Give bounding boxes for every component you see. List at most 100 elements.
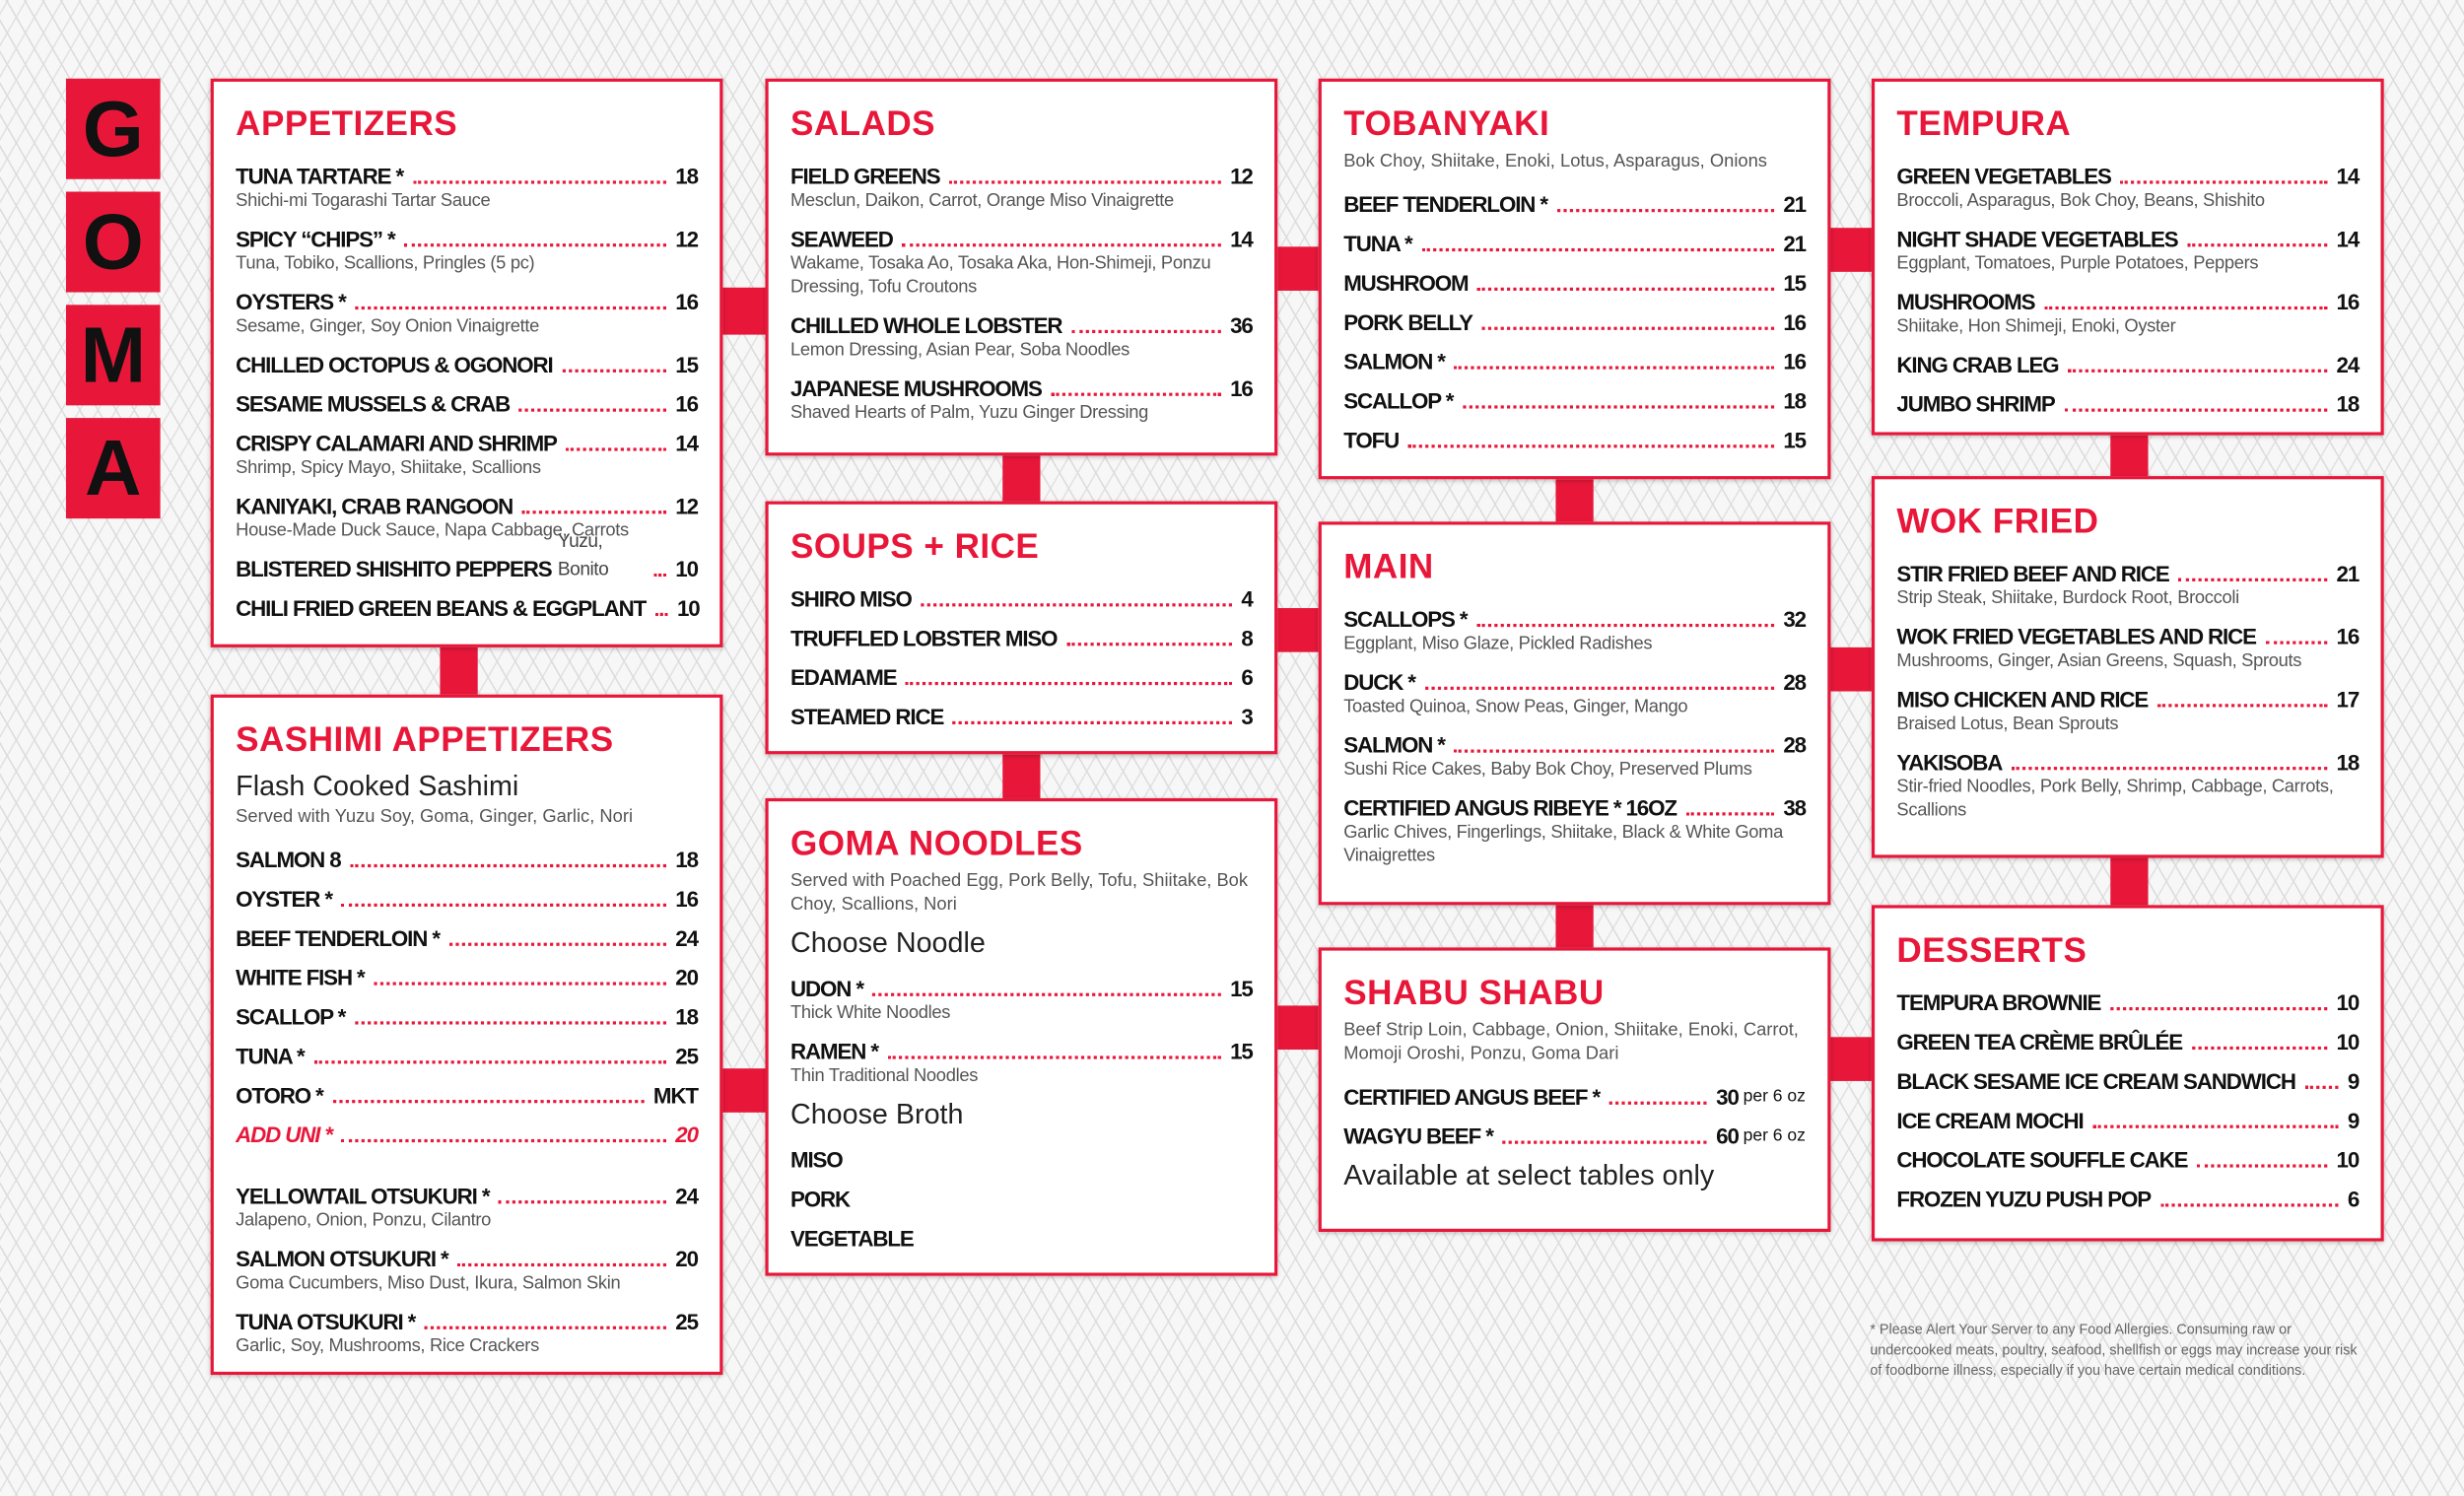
menu-section: SALADS FIELD GREENS 12 Mesclun, Daikon, Car… (765, 78, 1278, 456)
dot-leader (404, 243, 666, 247)
section-title: DESSERTS (1896, 929, 2088, 970)
menu-item: GREEN VEGETABLES 14 (1896, 151, 2360, 190)
item-name: VEGETABLE (789, 1225, 915, 1252)
item-name: FIELD GREENS (789, 163, 941, 189)
item-price: 14 (675, 430, 699, 456)
item-name: TUNA * (1343, 231, 1412, 256)
dot-leader (355, 306, 666, 310)
menu-item: SCALLOPS * 32 (1343, 594, 1807, 634)
dot-leader (2011, 767, 2327, 771)
item-price: 12 (1230, 163, 1254, 189)
menu-item: YAKISOBA 18 (1896, 737, 2360, 777)
dot-leader (448, 942, 666, 946)
menu-item: WHITE FISH * 20 (236, 952, 699, 991)
menu-item: CHILLED WHOLE LOBSTER 36 (790, 301, 1254, 340)
menu-item: KING CRAB LEG 24 (1896, 339, 2360, 378)
item-description: Sesame, Ginger, Soy Onion Vinaigrette (236, 317, 540, 337)
item-price: 18 (2336, 391, 2361, 417)
item-name: EDAMAME (789, 664, 898, 690)
item-name: CERTIFIED ANGUS BEEF * (1343, 1084, 1601, 1110)
dot-leader (2044, 306, 2327, 310)
item-price: 16 (675, 289, 699, 314)
item-name: SHIRO MISO (789, 585, 913, 612)
item-description: Lemon Dressing, Asian Pear, Soba Noodles (789, 340, 1129, 361)
dot-leader (498, 1200, 666, 1204)
connector (1274, 608, 1322, 652)
item-name: SALMON OTSUKURI * (236, 1246, 449, 1271)
item-name: TOFU (1343, 427, 1400, 453)
dot-leader (921, 603, 1232, 607)
menu-section: WOK FRIED STIR FRIED BEEF AND RICE 21 Strip… (1871, 476, 2384, 858)
menu-item: CHOCOLATE SOUFFLE CAKE 10 (1896, 1134, 2361, 1174)
dot-leader (2068, 369, 2327, 373)
connector (1002, 751, 1041, 802)
item-name: CHOCOLATE SOUFFLE CAKE (1896, 1146, 2188, 1173)
section-title: MAIN (1343, 546, 1434, 586)
menu-item: MUSHROOMS 16 (1896, 277, 2360, 316)
item-name: STIR FRIED BEEF AND RICE (1896, 561, 2169, 586)
menu-section: DESSERTS TEMPURA BROWNIE 10 GREEN TEA CRÈME… (1871, 905, 2384, 1242)
item-price: 16 (1783, 348, 1807, 374)
item-description: Mushrooms, Ginger, Asian Greens, Squash,… (1896, 651, 2302, 671)
subheading: Choose Broth (789, 1098, 964, 1130)
connector (1827, 646, 1876, 692)
menu-item: TEMPURA BROWNIE 10 (1896, 978, 2360, 1017)
item-name: MUSHROOM (1343, 270, 1469, 296)
menu-item: SALMON 8 18 (236, 835, 699, 874)
connector (719, 1068, 769, 1113)
item-name: BEEF TENDERLOIN * (1343, 191, 1548, 218)
brand-letter: M (65, 305, 161, 406)
item-name: BLACK SESAME ICE CREAM SANDWICH (1896, 1068, 2296, 1094)
connector (2110, 854, 2149, 909)
item-description: House-Made Duck Sauce, Napa Cabbage, Car… (236, 521, 629, 541)
menu-item: CERTIFIED ANGUS RIBEYE * 16OZ 38 (1343, 782, 1807, 822)
item-price: 15 (1230, 976, 1254, 1001)
brand-letter: O (65, 191, 161, 293)
item-price: 10 (2336, 1146, 2361, 1173)
dot-leader (2092, 1124, 2339, 1128)
menu-item: FIELD GREENS 12 (789, 151, 1254, 190)
item-name: SCALLOP * (1343, 387, 1454, 414)
menu-item: TRUFFLED LOBSTER MISO 8 (790, 613, 1254, 652)
menu-item: SCALLOP * 18 (1343, 375, 1807, 415)
item-price: 20 (675, 964, 699, 990)
dot-leader (354, 1021, 666, 1025)
dot-leader (2304, 1085, 2339, 1089)
item-price: 18 (675, 163, 699, 189)
menu-section: TEMPURA GREEN VEGETABLES 14 Broccoli, Aspar… (1871, 78, 2384, 436)
dot-leader (1481, 326, 1774, 330)
section-note: Bok Choy, Shiitake, Enoki, Lotus, Aspara… (1343, 152, 1767, 171)
dot-leader (2187, 243, 2327, 247)
dot-leader (1065, 643, 1232, 646)
dot-leader (902, 243, 1221, 247)
section-title: SHABU SHABU (1343, 972, 1605, 1012)
dot-leader (887, 1055, 1221, 1059)
dot-leader (313, 1060, 666, 1064)
item-price: 28 (1783, 669, 1807, 695)
dot-leader (906, 681, 1232, 686)
dot-leader (2156, 704, 2327, 708)
menu-item: SALMON * 16 (1343, 336, 1807, 375)
item-description: Toasted Quinoa, Snow Peas, Ginger, Mango (1343, 697, 1688, 717)
menu-item: SALMON * 28 (1343, 719, 1807, 759)
section-title: TOBANYAKI (1343, 103, 1550, 144)
menu-section: GOMA NOODLES Served with Poached Egg, Por… (765, 797, 1278, 1276)
item-name: JUMBO SHRIMP (1896, 391, 2055, 417)
footnote: * Please Alert Your Server to any Food A… (1870, 1321, 2358, 1379)
section-title: APPETIZERS (236, 103, 458, 144)
item-price: 25 (675, 1309, 699, 1334)
item-name: WAGYU BEEF * (1343, 1122, 1494, 1149)
connector (1827, 1037, 1876, 1081)
menu-item: MISO (790, 1134, 1253, 1174)
menu-item: STEAMED RICE 3 (790, 692, 1254, 731)
menu-item: TUNA OTSUKURI * 25 (236, 1296, 699, 1335)
dot-leader (949, 180, 1221, 184)
menu-item: SHIRO MISO 4 (789, 574, 1254, 613)
section-note: Served with Yuzu Soy, Goma, Ginger, Garl… (236, 807, 634, 827)
item-price: 10 (675, 556, 699, 581)
dot-leader (562, 369, 666, 373)
item-price: 15 (1230, 1038, 1254, 1064)
item-name: TUNA * (236, 1043, 305, 1069)
connector (1002, 452, 1041, 505)
menu-item: OTORO * MKT (236, 1070, 699, 1110)
